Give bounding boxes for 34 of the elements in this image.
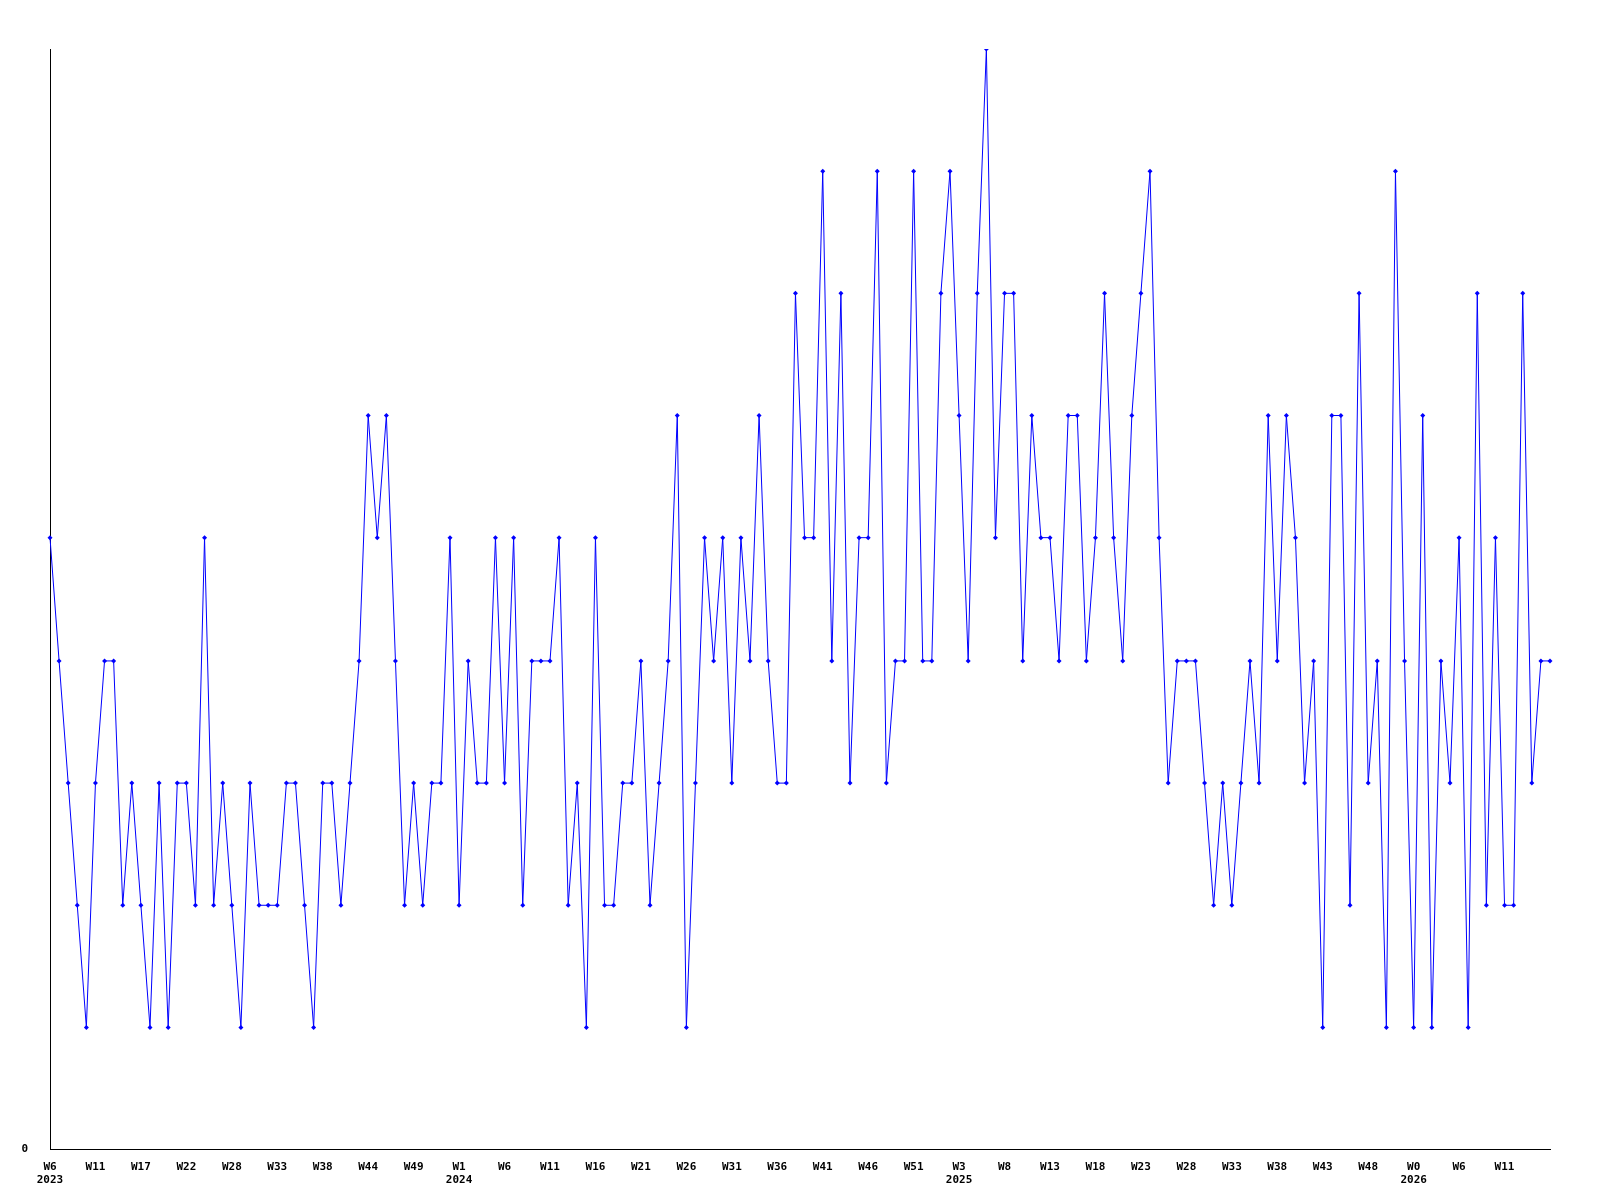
x-tick-label: W44	[358, 1160, 379, 1174]
x-tick-label: W38	[312, 1160, 333, 1174]
text: 0	[21, 1142, 28, 1156]
x-tick-label: W28	[1176, 1160, 1197, 1174]
x-tick-label: W11	[85, 1160, 106, 1174]
x-tick-label: W18	[1085, 1160, 1106, 1174]
x-tick-label: W6	[497, 1160, 512, 1174]
x-tick-label: W13	[1040, 1160, 1060, 1174]
x-tick-label: W38	[1267, 1160, 1288, 1174]
x-tick-label: W3 2025	[945, 1160, 973, 1187]
x-tick-label: W41	[812, 1160, 834, 1174]
x-tick-label: W22	[176, 1160, 197, 1174]
x-tick-label: W17	[130, 1160, 151, 1174]
x-tick-label: W48	[1358, 1160, 1379, 1174]
x-tick-label: W43	[1312, 1160, 1333, 1174]
x-tick-label: W21	[630, 1160, 652, 1174]
x-tick-label: W46	[858, 1160, 879, 1174]
x-tick-label: W28	[221, 1160, 242, 1174]
x-tick-label: W31	[721, 1160, 743, 1174]
x-tick-label: W1 2024	[445, 1160, 473, 1187]
x-tick-label: W16	[585, 1160, 606, 1174]
x-tick-label: W6 2023	[36, 1160, 64, 1187]
x-tick-label: W8	[997, 1160, 1012, 1174]
x-tick-label: W51	[903, 1160, 924, 1174]
x-tick-label: W33	[267, 1160, 288, 1174]
x-tick-label: W49	[403, 1160, 424, 1174]
x-tick-label: W36	[767, 1160, 788, 1174]
x-tick-label: W26	[676, 1160, 697, 1174]
x-tick-label: W11	[540, 1160, 561, 1174]
x-tick-label: W33	[1221, 1160, 1242, 1174]
x-tick-label: W11	[1494, 1160, 1515, 1174]
x-tick-label: W0 2026	[1400, 1160, 1428, 1187]
x-tick-label: W23	[1130, 1160, 1151, 1174]
x-tick-label: W6	[1452, 1160, 1467, 1174]
